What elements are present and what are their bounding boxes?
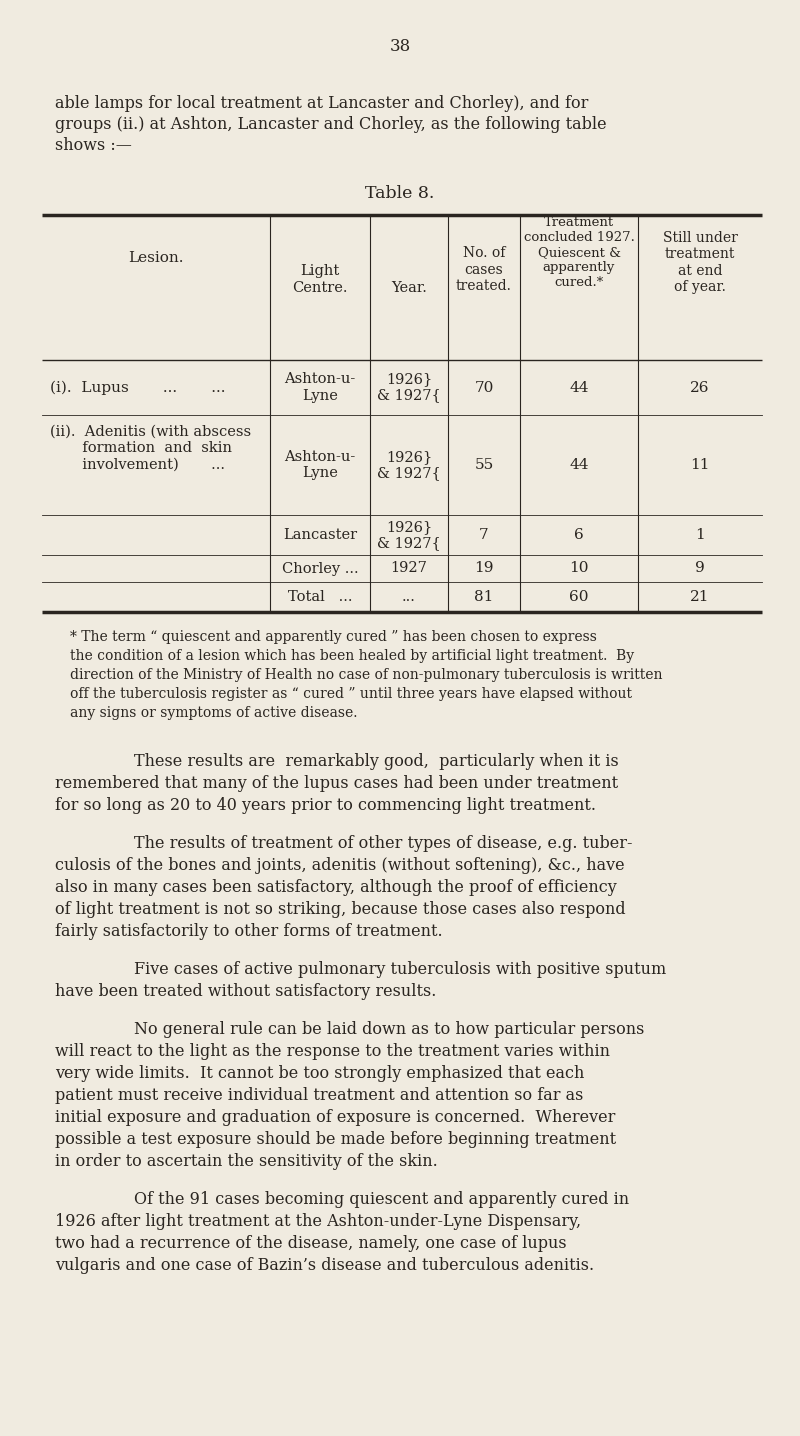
Text: Still under
treatment
at end
of year.: Still under treatment at end of year. bbox=[662, 231, 738, 294]
Text: will react to the light as the response to the treatment varies within: will react to the light as the response … bbox=[55, 1043, 610, 1060]
Text: patient must receive individual treatment and attention so far as: patient must receive individual treatmen… bbox=[55, 1087, 583, 1104]
Text: Year.: Year. bbox=[391, 280, 427, 294]
Text: 1926}
& 1927{: 1926} & 1927{ bbox=[377, 449, 441, 480]
Text: 11: 11 bbox=[690, 458, 710, 472]
Text: Ashton-u-
Lyne: Ashton-u- Lyne bbox=[284, 449, 356, 480]
Text: 1926}
& 1927{: 1926} & 1927{ bbox=[377, 372, 441, 402]
Text: 26: 26 bbox=[690, 381, 710, 395]
Text: 19: 19 bbox=[474, 561, 494, 576]
Text: No general rule can be laid down as to how particular persons: No general rule can be laid down as to h… bbox=[93, 1021, 644, 1038]
Text: the condition of a lesion which has been healed by artificial light treatment.  : the condition of a lesion which has been… bbox=[70, 649, 634, 663]
Text: Ashton-u-
Lyne: Ashton-u- Lyne bbox=[284, 372, 356, 402]
Text: direction of the Ministry of Health no case of non-pulmonary tuberculosis is wri: direction of the Ministry of Health no c… bbox=[70, 668, 662, 682]
Text: 44: 44 bbox=[570, 458, 589, 472]
Text: for so long as 20 to 40 years prior to commencing light treatment.: for so long as 20 to 40 years prior to c… bbox=[55, 797, 596, 814]
Text: 1926}
& 1927{: 1926} & 1927{ bbox=[377, 520, 441, 550]
Text: 60: 60 bbox=[570, 590, 589, 605]
Text: (ii).  Adenitis (with abscess
       formation  and  skin
       involvement)   : (ii). Adenitis (with abscess formation a… bbox=[50, 425, 251, 471]
Text: also in many cases been satisfactory, although the proof of efficiency: also in many cases been satisfactory, al… bbox=[55, 879, 617, 896]
Text: culosis of the bones and joints, adenitis (without softening), &c., have: culosis of the bones and joints, adeniti… bbox=[55, 857, 625, 875]
Text: initial exposure and graduation of exposure is concerned.  Wherever: initial exposure and graduation of expos… bbox=[55, 1109, 615, 1126]
Text: 7: 7 bbox=[479, 528, 489, 541]
Text: 6: 6 bbox=[574, 528, 584, 541]
Text: Treatment
concluded 1927.
Quiescent &
apparently
cured.*: Treatment concluded 1927. Quiescent & ap… bbox=[523, 215, 634, 289]
Text: 9: 9 bbox=[695, 561, 705, 576]
Text: Of the 91 cases becoming quiescent and apparently cured in: Of the 91 cases becoming quiescent and a… bbox=[93, 1190, 629, 1208]
Text: in order to ascertain the sensitivity of the skin.: in order to ascertain the sensitivity of… bbox=[55, 1153, 438, 1170]
Text: Total   ...: Total ... bbox=[288, 590, 352, 605]
Text: No. of
cases
treated.: No. of cases treated. bbox=[456, 247, 512, 293]
Text: Five cases of active pulmonary tuberculosis with positive sputum: Five cases of active pulmonary tuberculo… bbox=[93, 961, 666, 978]
Text: groups (ii.) at Ashton, Lancaster and Chorley, as the following table: groups (ii.) at Ashton, Lancaster and Ch… bbox=[55, 116, 606, 134]
Text: fairly satisfactorily to other forms of treatment.: fairly satisfactorily to other forms of … bbox=[55, 923, 442, 941]
Text: (i).  Lupus       ...       ...: (i). Lupus ... ... bbox=[50, 381, 226, 395]
Text: 10: 10 bbox=[570, 561, 589, 576]
Text: Table 8.: Table 8. bbox=[366, 185, 434, 202]
Text: Light
Centre.: Light Centre. bbox=[292, 264, 348, 294]
Text: very wide limits.  It cannot be too strongly emphasized that each: very wide limits. It cannot be too stron… bbox=[55, 1066, 584, 1081]
Text: two had a recurrence of the disease, namely, one case of lupus: two had a recurrence of the disease, nam… bbox=[55, 1235, 566, 1252]
Text: 1926 after light treatment at the Ashton-under-Lyne Dispensary,: 1926 after light treatment at the Ashton… bbox=[55, 1213, 581, 1231]
Text: off the tuberculosis register as “ cured ” until three years have elapsed withou: off the tuberculosis register as “ cured… bbox=[70, 686, 632, 701]
Text: ...: ... bbox=[402, 590, 416, 605]
Text: vulgaris and one case of Bazin’s disease and tuberculous adenitis.: vulgaris and one case of Bazin’s disease… bbox=[55, 1256, 594, 1274]
Text: The results of treatment of other types of disease, e.g. tuber-: The results of treatment of other types … bbox=[93, 834, 633, 852]
Text: 81: 81 bbox=[474, 590, 494, 605]
Text: possible a test exposure should be made before beginning treatment: possible a test exposure should be made … bbox=[55, 1132, 616, 1147]
Text: These results are  remarkably good,  particularly when it is: These results are remarkably good, parti… bbox=[93, 752, 618, 770]
Text: 70: 70 bbox=[474, 381, 494, 395]
Text: any signs or symptoms of active disease.: any signs or symptoms of active disease. bbox=[70, 707, 358, 719]
Text: remembered that many of the lupus cases had been under treatment: remembered that many of the lupus cases … bbox=[55, 775, 618, 793]
Text: have been treated without satisfactory results.: have been treated without satisfactory r… bbox=[55, 984, 436, 999]
Text: Lancaster: Lancaster bbox=[283, 528, 357, 541]
Text: * The term “ quiescent and apparently cured ” has been chosen to express: * The term “ quiescent and apparently cu… bbox=[70, 630, 597, 643]
Text: of light treatment is not so striking, because those cases also respond: of light treatment is not so striking, b… bbox=[55, 900, 626, 918]
Text: able lamps for local treatment at Lancaster and Chorley), and for: able lamps for local treatment at Lancas… bbox=[55, 95, 588, 112]
Text: shows :—: shows :— bbox=[55, 136, 132, 154]
Text: 38: 38 bbox=[390, 37, 410, 55]
Text: Chorley ...: Chorley ... bbox=[282, 561, 358, 576]
Text: 1: 1 bbox=[695, 528, 705, 541]
Text: 1927: 1927 bbox=[390, 561, 427, 576]
Text: 44: 44 bbox=[570, 381, 589, 395]
Text: Lesion.: Lesion. bbox=[128, 250, 184, 264]
Text: 21: 21 bbox=[690, 590, 710, 605]
Text: 55: 55 bbox=[474, 458, 494, 472]
